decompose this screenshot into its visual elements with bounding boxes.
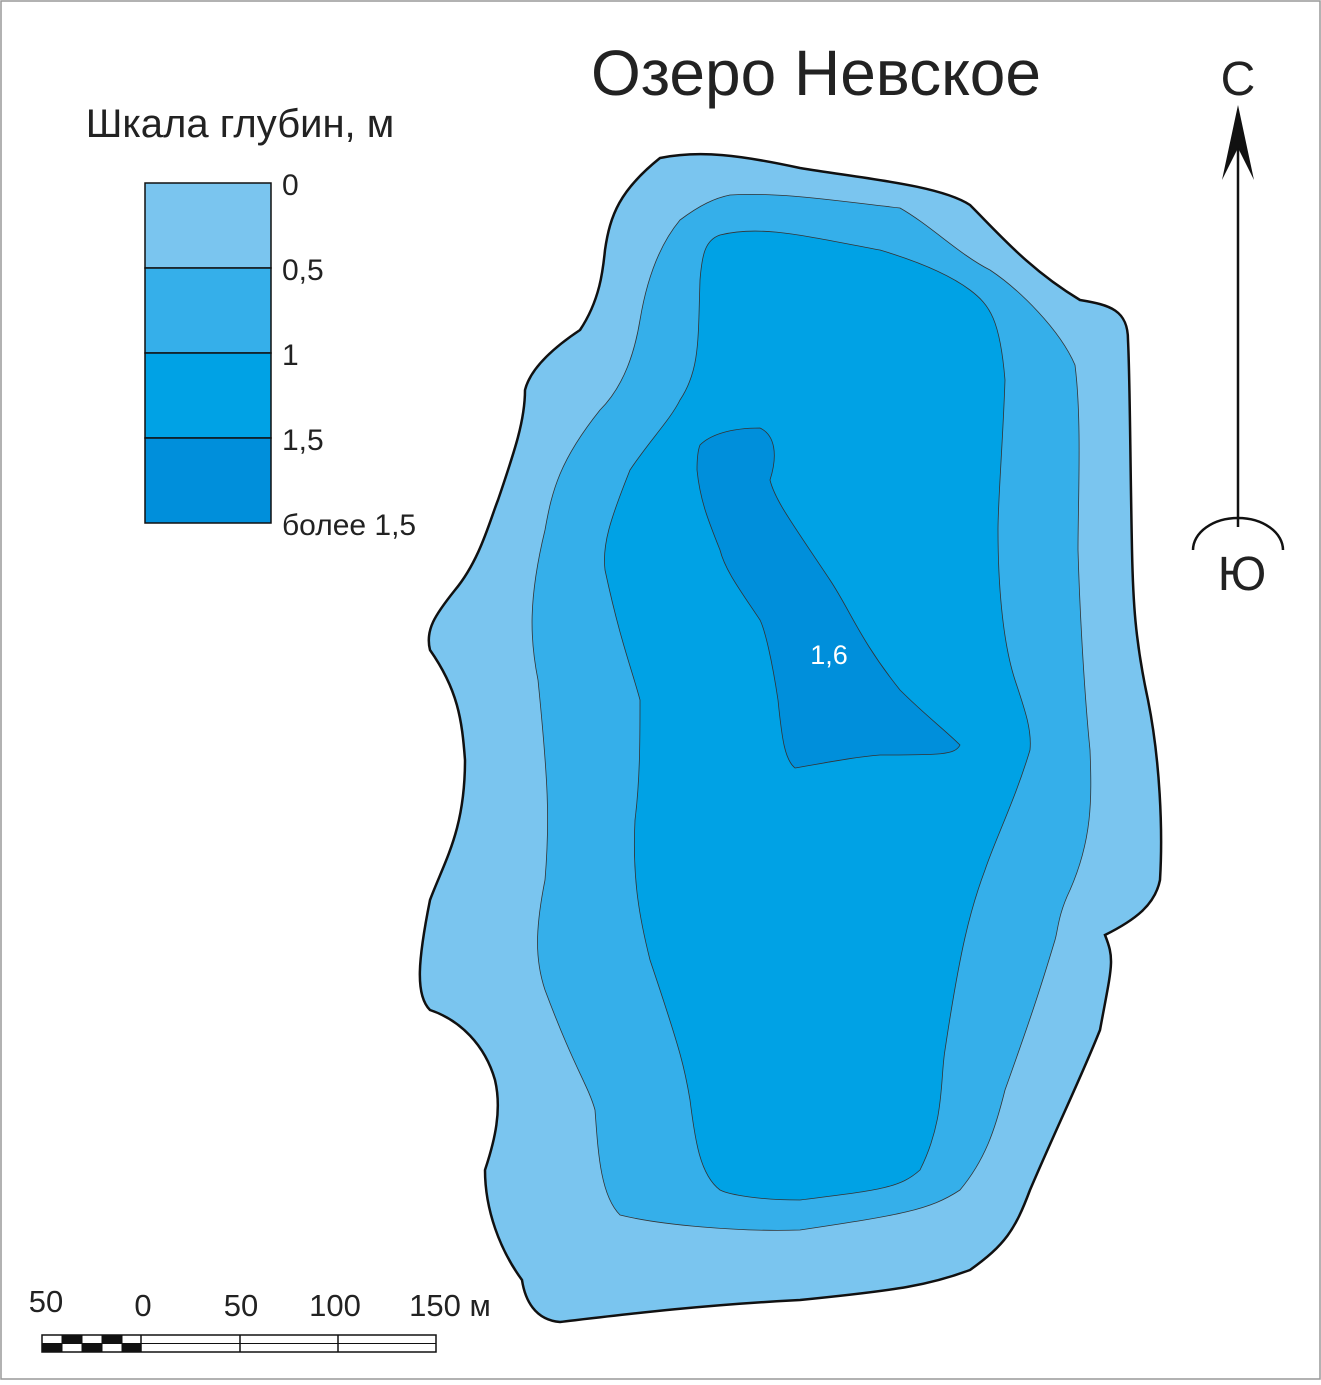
scale-bar-cell — [82, 1343, 102, 1352]
lake — [418, 152, 1163, 1324]
legend-label: 1 — [282, 339, 299, 372]
legend: 0 0,5 1 1,5 более 1,5 — [144, 169, 416, 542]
scale-label: 50 — [224, 1288, 258, 1323]
scale-label: 150 м — [409, 1288, 491, 1323]
legend-swatch — [144, 267, 272, 354]
legend-swatch — [144, 182, 272, 269]
legend-label: 0 — [282, 169, 299, 202]
legend-label: более 1,5 — [282, 509, 416, 542]
legend-label: 1,5 — [282, 424, 324, 457]
compass — [1191, 105, 1285, 551]
compass-south: Ю — [1218, 548, 1267, 601]
compass-arrow — [1222, 105, 1254, 180]
map-title: Озеро Невское — [591, 37, 1041, 109]
legend-label: 0,5 — [282, 254, 324, 287]
scale-bar-cell — [42, 1343, 62, 1352]
compass-arc — [1191, 516, 1285, 551]
legend-swatch — [144, 352, 272, 439]
scale-label: 50 — [29, 1284, 63, 1319]
compass-north: С — [1221, 53, 1256, 106]
scale-label: 0 — [134, 1288, 151, 1323]
scale-labels: 50 0 50 100 150 м — [29, 1284, 491, 1323]
depth-zone — [696, 427, 961, 769]
scale-bar-cell — [62, 1335, 82, 1344]
legend-swatch — [144, 437, 272, 524]
legend-title: Шкала глубин, м — [86, 102, 395, 146]
scale-label: 100 — [309, 1288, 361, 1323]
depth-label: 1,6 — [810, 640, 848, 670]
scale-bar-cell — [102, 1335, 122, 1344]
scale-bar-cell — [122, 1343, 141, 1352]
scale-bar — [41, 1334, 437, 1353]
